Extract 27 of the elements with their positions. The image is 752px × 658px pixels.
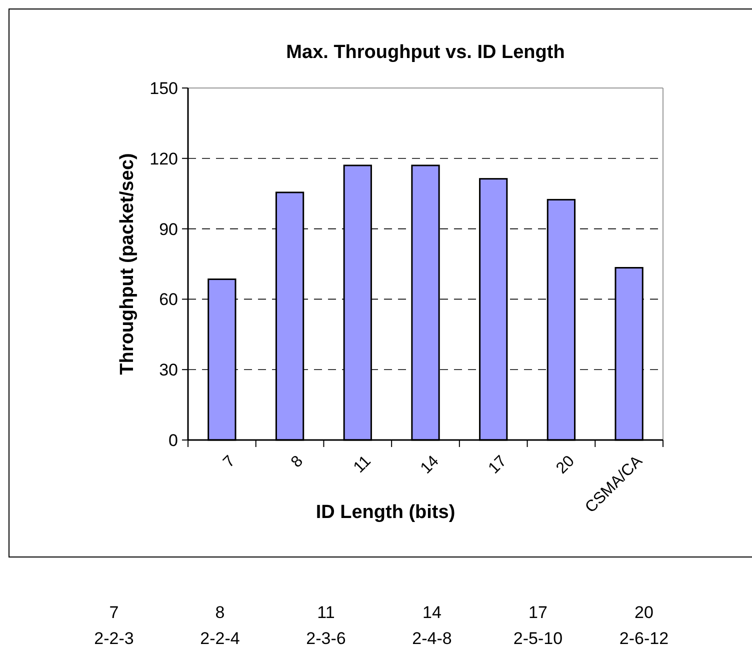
y-tick-label: 150 (150, 78, 178, 98)
x-tick-label: 11 (350, 452, 374, 476)
text: 2-4-8 (412, 629, 452, 648)
text: 2-5-10 (513, 629, 563, 648)
x-tick-label: 14 (418, 452, 442, 478)
text: 11 (317, 603, 335, 622)
text: 2-3-6 (306, 629, 346, 648)
x-tick-label: 7 (220, 452, 239, 472)
y-tick-label: 0 (168, 430, 178, 450)
text: 2-2-4 (200, 629, 240, 648)
y-tick-label: 60 (159, 290, 178, 310)
x-tick-label: 8 (288, 452, 307, 472)
chart-title: Max. Throughput vs. ID Length (286, 42, 565, 63)
text: 20 (634, 603, 654, 622)
text: 2-6-12 (619, 629, 669, 648)
text: 7 (109, 603, 119, 622)
y-tick-label: 90 (159, 220, 178, 239)
text: 17 (528, 603, 548, 622)
text: 2-2-3 (94, 629, 134, 648)
y-axis-title: Throughput (packet/sec) (117, 153, 138, 375)
x-tick-label: 20 (553, 452, 578, 478)
text: 14 (422, 603, 442, 622)
text: 8 (215, 603, 225, 622)
y-tick-label: 120 (150, 149, 178, 168)
x-axis-title: ID Length (bits) (316, 502, 456, 523)
y-tick-label: 30 (159, 360, 178, 380)
x-tick-label: 17 (486, 452, 510, 478)
